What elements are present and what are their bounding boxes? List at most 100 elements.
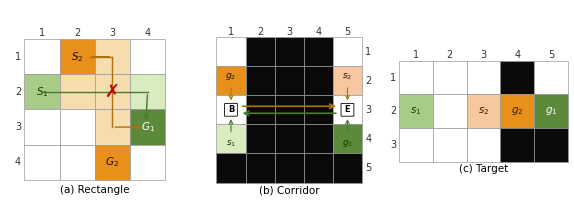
Bar <box>130 109 165 145</box>
Bar <box>501 94 534 128</box>
Text: $s_1$: $s_1$ <box>226 138 236 149</box>
Text: $S_2$: $S_2$ <box>71 50 83 64</box>
Bar <box>60 39 95 74</box>
Bar <box>304 153 333 183</box>
Bar <box>274 66 304 95</box>
Text: $s_2$: $s_2$ <box>343 71 352 82</box>
Bar <box>25 74 60 109</box>
Text: (b) Corridor: (b) Corridor <box>259 186 320 196</box>
Text: 1: 1 <box>366 47 371 56</box>
Text: 5: 5 <box>365 163 371 173</box>
Bar <box>95 74 130 109</box>
Bar <box>501 61 534 94</box>
Bar <box>60 74 95 109</box>
Bar <box>246 95 274 124</box>
Bar <box>433 61 467 94</box>
Bar <box>246 37 274 66</box>
Bar <box>433 128 467 162</box>
Bar <box>60 145 95 180</box>
Text: 5: 5 <box>344 27 351 37</box>
Bar <box>95 39 130 74</box>
Bar <box>130 39 165 74</box>
Text: 3: 3 <box>109 28 115 38</box>
Bar <box>216 66 246 95</box>
Text: 3: 3 <box>366 105 371 115</box>
Text: 3: 3 <box>390 140 396 150</box>
Bar <box>216 95 246 124</box>
Bar <box>60 109 95 145</box>
Bar <box>274 153 304 183</box>
Text: 4: 4 <box>145 28 150 38</box>
Bar <box>400 94 433 128</box>
Bar <box>95 109 130 145</box>
Text: 2: 2 <box>365 76 371 86</box>
Bar <box>333 153 362 183</box>
Bar <box>467 94 501 128</box>
Bar <box>25 109 60 145</box>
Bar <box>304 37 333 66</box>
Text: 3: 3 <box>286 27 292 37</box>
Bar <box>246 66 274 95</box>
Text: 1: 1 <box>390 73 396 83</box>
Text: 2: 2 <box>15 87 21 97</box>
Bar <box>216 37 246 66</box>
Bar <box>333 37 362 66</box>
Text: 2: 2 <box>74 28 80 38</box>
Bar <box>333 124 362 153</box>
Text: 2: 2 <box>257 27 263 37</box>
Bar <box>216 153 246 183</box>
Text: 4: 4 <box>514 50 520 60</box>
Bar <box>333 95 362 124</box>
Bar <box>534 61 568 94</box>
FancyBboxPatch shape <box>224 103 238 116</box>
Bar <box>95 145 130 180</box>
Text: $s_1$: $s_1$ <box>410 105 422 117</box>
Text: $g_2$: $g_2$ <box>511 105 523 117</box>
Bar <box>25 39 60 74</box>
Bar <box>216 124 246 153</box>
Text: E: E <box>344 105 350 114</box>
Bar <box>534 128 568 162</box>
Bar <box>130 74 165 109</box>
Bar <box>501 128 534 162</box>
FancyBboxPatch shape <box>341 103 354 116</box>
Bar <box>246 124 274 153</box>
Text: ✗: ✗ <box>105 83 120 101</box>
Bar <box>433 94 467 128</box>
Text: 2: 2 <box>447 50 453 60</box>
Text: B: B <box>228 105 234 114</box>
Text: $S_1$: $S_1$ <box>36 85 48 99</box>
Bar <box>25 145 60 180</box>
Bar <box>304 124 333 153</box>
Text: 5: 5 <box>548 50 554 60</box>
Text: $G_1$: $G_1$ <box>141 120 154 134</box>
Text: 4: 4 <box>315 27 321 37</box>
Bar <box>400 61 433 94</box>
Text: 1: 1 <box>39 28 45 38</box>
Text: 2: 2 <box>390 106 396 116</box>
Bar <box>467 128 501 162</box>
Bar <box>274 124 304 153</box>
Text: (a) Rectangle: (a) Rectangle <box>60 185 130 195</box>
Text: $g_1$: $g_1$ <box>545 105 557 117</box>
Text: 1: 1 <box>228 27 234 37</box>
Text: $g_2$: $g_2$ <box>226 71 236 82</box>
Bar <box>333 66 362 95</box>
Text: 1: 1 <box>413 50 419 60</box>
Text: (c) Target: (c) Target <box>459 164 508 174</box>
Text: $g_1$: $g_1$ <box>342 138 353 149</box>
Text: $G_2$: $G_2$ <box>106 155 119 169</box>
Bar <box>274 95 304 124</box>
Text: 4: 4 <box>15 157 21 167</box>
Text: 3: 3 <box>480 50 487 60</box>
Bar <box>467 61 501 94</box>
Text: 1: 1 <box>15 52 21 62</box>
Text: $s_2$: $s_2$ <box>478 105 489 117</box>
Bar <box>534 94 568 128</box>
Text: 4: 4 <box>366 134 371 144</box>
Bar <box>274 37 304 66</box>
Bar <box>246 153 274 183</box>
Bar <box>304 66 333 95</box>
Text: 3: 3 <box>15 122 21 132</box>
Bar <box>130 145 165 180</box>
